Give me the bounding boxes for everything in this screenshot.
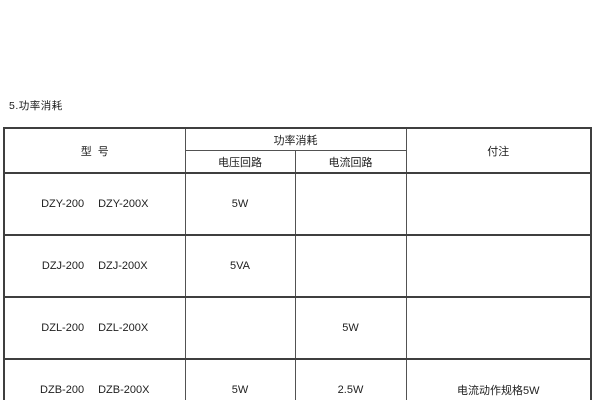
voltage-cell: 5W (184, 358, 296, 400)
model-variant: DZL-200X (98, 322, 149, 334)
current-cell (294, 172, 407, 236)
model-pair: DZY-200 DZY-200X (5, 198, 184, 210)
model-base: DZJ-200 (41, 260, 85, 272)
header-voltage-circuit: 电压回路 (184, 150, 296, 174)
notes-cell (405, 172, 592, 236)
header-power-group: 功率消耗 (184, 127, 407, 151)
model-pair: DZJ-200 DZJ-200X (5, 260, 184, 272)
section-title: 5.功率消耗 (9, 100, 63, 112)
table-body: DZY-200 DZY-200X 5W DZJ-200 DZJ-200X 5VA… (3, 172, 592, 400)
table-row: DZL-200 DZL-200X 5W (3, 296, 592, 360)
table-row: DZJ-200 DZJ-200X 5VA (3, 234, 592, 298)
header-row-top: 型 号 功率消耗 付注 (3, 127, 592, 174)
model-base: DZY-200 (41, 198, 85, 210)
header-model: 型 号 (3, 127, 186, 174)
model-cell: DZL-200 DZL-200X (3, 296, 186, 360)
header-current-circuit: 电流回路 (294, 150, 407, 174)
model-cell: DZY-200 DZY-200X (3, 172, 186, 236)
model-variant: DZY-200X (98, 198, 149, 210)
header-notes: 付注 (405, 127, 592, 174)
current-cell (294, 234, 407, 298)
model-cell: DZJ-200 DZJ-200X (3, 234, 186, 298)
voltage-cell (184, 296, 296, 360)
current-cell: 5W (294, 296, 407, 360)
table-row: DZY-200 DZY-200X 5W (3, 172, 592, 236)
current-cell: 2.5W (294, 358, 407, 400)
model-cell: DZB-200 DZB-200X (3, 358, 186, 400)
table-header: 型 号 功率消耗 付注 电压回路 电流回路 (3, 127, 592, 174)
model-base: DZB-200 (40, 384, 85, 396)
notes-cell (405, 234, 592, 298)
model-base: DZL-200 (41, 322, 85, 334)
model-pair: DZL-200 DZL-200X (5, 322, 184, 334)
model-variant: DZJ-200X (98, 260, 148, 272)
voltage-cell: 5W (184, 172, 296, 236)
notes-cell (405, 296, 592, 360)
header-row-sub: 电压回路 电流回路 (4, 150, 591, 174)
notes-cell: 电流动作规格5W (405, 358, 592, 400)
model-variant: DZB-200X (98, 384, 150, 396)
voltage-cell: 5VA (184, 234, 296, 298)
table-row: DZB-200 DZB-200X 5W 2.5W 电流动作规格5W (3, 358, 592, 400)
model-pair: DZB-200 DZB-200X (5, 384, 184, 396)
power-consumption-table: 型 号 功率消耗 付注 电压回路 电流回路 DZY-200 DZY-200X 5… (3, 127, 592, 400)
